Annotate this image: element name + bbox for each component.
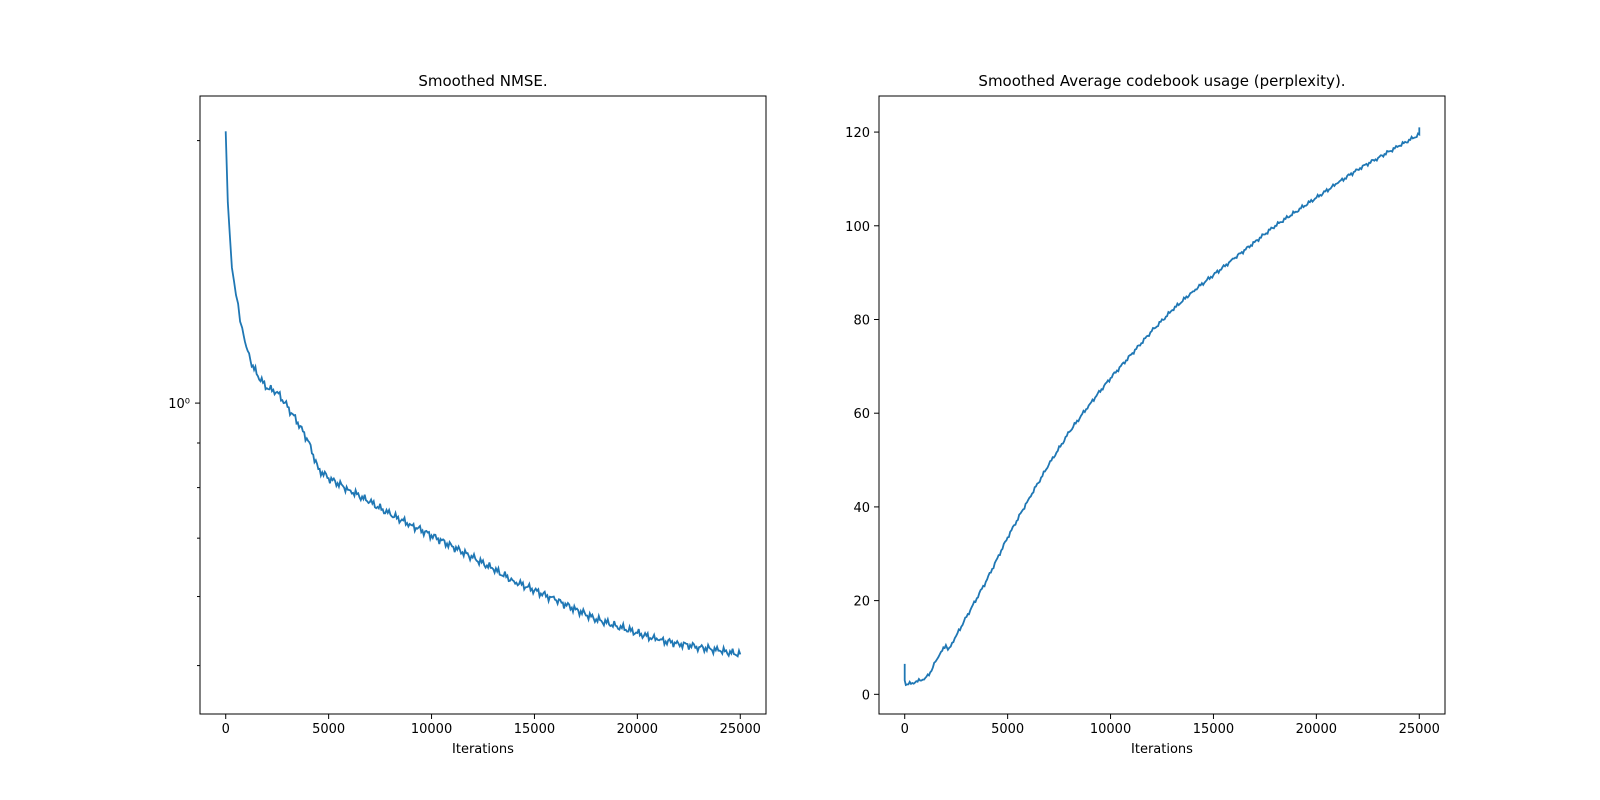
perplexity-y-tick-label: 0: [862, 688, 870, 703]
nmse-x-tick-label: 10000: [411, 722, 452, 737]
perplexity-y-tick-label: 40: [853, 501, 870, 516]
nmse-x-tick-label: 20000: [617, 722, 658, 737]
nmse-x-tick-label: 5000: [312, 722, 345, 737]
perplexity-chart-ticks: 0 5000 10000 15000 20000 25000 0 20 40 60 80 100 120: [845, 126, 1440, 737]
nmse-chart-title: Smoothed NMSE.: [418, 72, 547, 90]
perplexity-x-tick-label: 25000: [1399, 722, 1440, 737]
perplexity-x-tick-label: 5000: [991, 722, 1024, 737]
perplexity-y-tick-label: 60: [853, 407, 870, 422]
nmse-x-tick-label: 25000: [720, 722, 761, 737]
nmse-y-tick-label: 10⁰: [168, 397, 190, 412]
nmse-x-tick-label: 15000: [514, 722, 555, 737]
nmse-x-axis-label: Iterations: [452, 742, 514, 757]
perplexity-x-tick-label: 0: [901, 722, 909, 737]
perplexity-y-tick-label: 120: [845, 126, 870, 141]
nmse-chart-ticks: 0 5000 10000 15000 20000 25000 10⁰: [168, 140, 761, 737]
perplexity-chart-frame: [878, 95, 1446, 715]
perplexity-chart-title: Smoothed Average codebook usage (perplex…: [978, 72, 1345, 90]
nmse-chart: Smoothed NMSE. 0 5000 10000 15000 20000 25000…: [168, 72, 767, 757]
perplexity-x-tick-label: 15000: [1193, 722, 1234, 737]
nmse-chart-frame: [199, 95, 767, 715]
perplexity-series-line: [903, 127, 1421, 687]
perplexity-y-tick-label: 20: [853, 595, 870, 610]
perplexity-x-tick-label: 20000: [1296, 722, 1337, 737]
perplexity-x-axis-label: Iterations: [1131, 742, 1193, 757]
perplexity-chart: Smoothed Average codebook usage (perplex…: [845, 72, 1446, 757]
perplexity-x-tick-label: 10000: [1090, 722, 1131, 737]
perplexity-y-tick-label: 80: [853, 313, 870, 328]
nmse-series-line: [224, 131, 742, 658]
perplexity-y-tick-label: 100: [845, 220, 870, 235]
nmse-x-tick-label: 0: [222, 722, 230, 737]
